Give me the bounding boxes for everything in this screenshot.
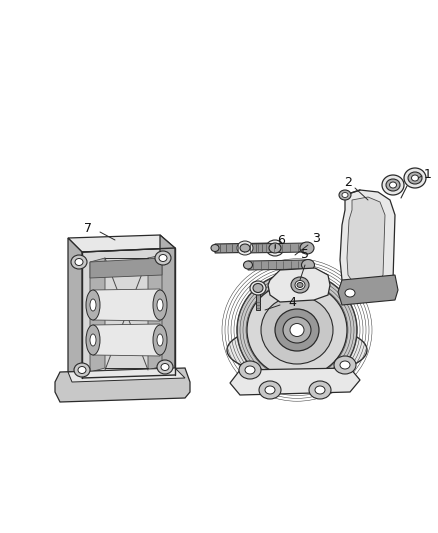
Text: 5: 5 (301, 248, 309, 262)
Ellipse shape (342, 192, 348, 198)
Ellipse shape (227, 325, 367, 375)
Ellipse shape (237, 241, 253, 255)
Polygon shape (248, 260, 308, 270)
Polygon shape (55, 368, 190, 402)
Ellipse shape (339, 190, 351, 200)
Ellipse shape (86, 325, 100, 355)
Polygon shape (68, 368, 185, 382)
Polygon shape (256, 288, 260, 310)
Ellipse shape (411, 175, 418, 181)
Ellipse shape (266, 240, 284, 256)
Ellipse shape (240, 244, 250, 252)
Polygon shape (68, 238, 82, 378)
Ellipse shape (239, 361, 261, 379)
Ellipse shape (408, 172, 422, 184)
Ellipse shape (211, 245, 219, 252)
Polygon shape (347, 197, 385, 290)
Ellipse shape (74, 363, 90, 377)
Ellipse shape (275, 309, 319, 351)
Polygon shape (215, 243, 273, 253)
Ellipse shape (75, 259, 83, 265)
Ellipse shape (301, 260, 314, 271)
Ellipse shape (404, 168, 426, 188)
Ellipse shape (300, 242, 314, 254)
Polygon shape (160, 235, 175, 375)
Ellipse shape (71, 255, 87, 269)
Ellipse shape (269, 243, 281, 253)
Polygon shape (68, 235, 175, 252)
Polygon shape (93, 324, 160, 356)
Ellipse shape (295, 280, 305, 289)
Ellipse shape (157, 334, 163, 346)
Text: 7: 7 (84, 222, 92, 235)
Polygon shape (338, 275, 398, 305)
Ellipse shape (155, 251, 171, 265)
Ellipse shape (259, 381, 281, 399)
Polygon shape (230, 368, 360, 395)
Ellipse shape (244, 261, 252, 269)
Ellipse shape (297, 282, 303, 287)
Polygon shape (90, 258, 105, 372)
Polygon shape (148, 255, 162, 370)
Ellipse shape (157, 299, 163, 311)
Polygon shape (93, 289, 160, 321)
Text: 3: 3 (312, 231, 320, 245)
Ellipse shape (86, 290, 100, 320)
Ellipse shape (283, 317, 311, 343)
Ellipse shape (78, 367, 86, 374)
Ellipse shape (90, 334, 96, 346)
Ellipse shape (309, 381, 331, 399)
Ellipse shape (153, 290, 167, 320)
Ellipse shape (253, 284, 263, 293)
Ellipse shape (345, 289, 355, 297)
Ellipse shape (386, 179, 400, 191)
Text: 1: 1 (424, 168, 432, 182)
Polygon shape (340, 190, 395, 302)
Ellipse shape (291, 277, 309, 293)
Ellipse shape (261, 296, 333, 364)
Polygon shape (90, 258, 162, 278)
Ellipse shape (265, 386, 275, 394)
Text: 2: 2 (344, 176, 352, 190)
Ellipse shape (247, 282, 347, 377)
Ellipse shape (340, 361, 350, 369)
Ellipse shape (245, 366, 255, 374)
Polygon shape (245, 243, 307, 253)
Ellipse shape (290, 324, 304, 336)
Ellipse shape (250, 281, 266, 295)
Ellipse shape (159, 254, 167, 262)
Ellipse shape (237, 272, 357, 387)
Ellipse shape (157, 360, 173, 374)
Ellipse shape (153, 325, 167, 355)
Ellipse shape (161, 364, 169, 370)
Text: 6: 6 (277, 233, 285, 246)
Ellipse shape (90, 299, 96, 311)
Ellipse shape (389, 182, 396, 188)
Polygon shape (82, 248, 175, 378)
Ellipse shape (315, 386, 325, 394)
Polygon shape (268, 268, 330, 302)
Ellipse shape (382, 175, 404, 195)
Text: 4: 4 (288, 295, 296, 309)
Ellipse shape (334, 356, 356, 374)
